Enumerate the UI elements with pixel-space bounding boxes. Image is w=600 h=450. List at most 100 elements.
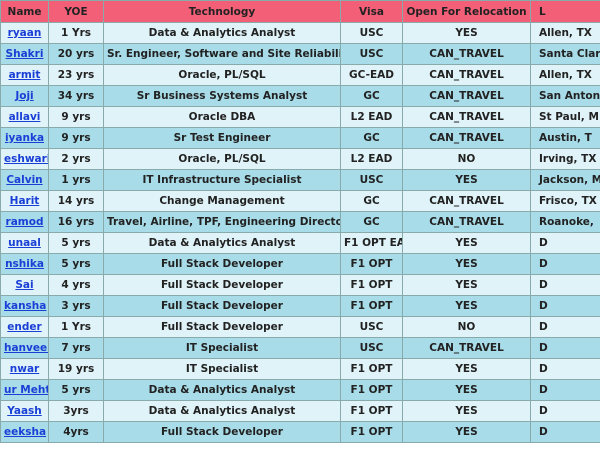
name-link[interactable]: Harit [9, 195, 40, 207]
name-link[interactable]: unaal [8, 237, 41, 249]
name-cell: ender [0, 316, 49, 338]
name-link[interactable]: Calvin [6, 174, 43, 186]
name-link[interactable]: eeksha [4, 426, 47, 438]
table-cell: F1 OPT [340, 421, 403, 443]
table-cell: CAN_TRAVEL [402, 190, 531, 212]
name-link[interactable]: ramod [5, 216, 44, 228]
table-cell: 5 yrs [48, 379, 104, 401]
table-cell: IT Specialist [103, 358, 341, 380]
table-cell: San Antonio [530, 85, 600, 107]
table-cell: D [530, 274, 600, 296]
table-cell: YES [402, 253, 531, 275]
table-cell: Data & Analytics Analyst [103, 232, 341, 254]
name-link[interactable]: kansha [4, 300, 47, 312]
table-cell: USC [340, 337, 403, 359]
name-cell: unaal [0, 232, 49, 254]
name-cell: Sai [0, 274, 49, 296]
table-row: armit 23 yrs Oracle, PL/SQL GC-EAD CAN_TRAVE… [0, 64, 600, 86]
table-cell: 3yrs [48, 400, 104, 422]
table-cell: YES [402, 358, 531, 380]
table-cell: GC-EAD [340, 64, 403, 86]
table-row: iyanka 9 yrs Sr Test Engineer GC CAN_TRAVEL A… [0, 127, 600, 149]
name-cell: ryaan [0, 22, 49, 44]
table-cell: D [530, 421, 600, 443]
table-cell: IT Infrastructure Specialist [103, 169, 341, 191]
table-cell: 4yrs [48, 421, 104, 443]
name-link[interactable]: Sai [15, 279, 34, 291]
table-row: allavi 9 yrs Oracle DBA L2 EAD CAN_TRAVEL St … [0, 106, 600, 128]
table-row: eshwari 2 yrs Oracle, PL/SQL L2 EAD NO Irving… [0, 148, 600, 170]
table-cell: Austin, T [530, 127, 600, 149]
table-cell: Allen, TX [530, 22, 600, 44]
table-cell: Change Management [103, 190, 341, 212]
name-link[interactable]: Shakri [5, 48, 44, 60]
table-cell: GC [340, 127, 403, 149]
table-row: unaal 5 yrs Data & Analytics Analyst F1 OPT… [0, 232, 600, 254]
name-link[interactable]: hanveer [4, 342, 49, 354]
table-cell: F1 OPT [340, 358, 403, 380]
table-cell: Data & Analytics Analyst [103, 400, 341, 422]
table-cell: F1 OPT [340, 274, 403, 296]
name-link[interactable]: nshika [5, 258, 44, 270]
table-row: Joji 34 yrs Sr Business Systems Analyst GC C… [0, 85, 600, 107]
name-cell: Joji [0, 85, 49, 107]
header-cell: YOE [48, 0, 104, 23]
table-cell: Sr Business Systems Analyst [103, 85, 341, 107]
name-link[interactable]: eshwari [4, 153, 49, 165]
table-cell: CAN_TRAVEL [402, 337, 531, 359]
table-cell: D [530, 358, 600, 380]
table-cell: 23 yrs [48, 64, 104, 86]
table-cell: L2 EAD [340, 148, 403, 170]
table-row: Harit 14 yrs Change Management GC CAN_TRAVEL… [0, 190, 600, 212]
table-cell: CAN_TRAVEL [402, 211, 531, 233]
header-cell: Technology [103, 0, 341, 23]
header-cell: L [530, 0, 600, 23]
name-link[interactable]: nwar [9, 363, 40, 375]
name-cell: nshika [0, 253, 49, 275]
name-link[interactable]: Yaash [7, 405, 42, 417]
table-cell: USC [340, 169, 403, 191]
table-cell: Full Stack Developer [103, 421, 341, 443]
table-cell: CAN_TRAVEL [402, 106, 531, 128]
table-cell: F1 OPT [340, 400, 403, 422]
table-cell: USC [340, 22, 403, 44]
table-cell: 2 yrs [48, 148, 104, 170]
table-cell: 1 Yrs [48, 22, 104, 44]
table-row: hanveer 7 yrs IT Specialist USC CAN_TRAVEL D [0, 337, 600, 359]
name-cell: eeksha [0, 421, 49, 443]
table-cell: 34 yrs [48, 85, 104, 107]
name-cell: Calvin [0, 169, 49, 191]
table-row: ryaan 1 Yrs Data & Analytics Analyst USC YES… [0, 22, 600, 44]
name-link[interactable]: iyanka [4, 132, 45, 144]
table-cell: USC [340, 43, 403, 65]
name-link[interactable]: allavi [8, 111, 41, 123]
table-cell: D [530, 379, 600, 401]
name-link[interactable]: ryaan [7, 27, 42, 39]
name-link[interactable]: ur Mehta [4, 384, 48, 396]
table-cell: F1 OPT [340, 295, 403, 317]
table-cell: 19 yrs [48, 358, 104, 380]
table-body: ryaan 1 Yrs Data & Analytics Analyst USC YES… [0, 22, 600, 443]
name-cell: eshwari [0, 148, 49, 170]
name-cell: hanveer [0, 337, 49, 359]
name-cell: Yaash [0, 400, 49, 422]
table-cell: Full Stack Developer [103, 274, 341, 296]
table-cell: GC [340, 211, 403, 233]
table-cell: 1 yrs [48, 169, 104, 191]
table-cell: 4 yrs [48, 274, 104, 296]
name-link[interactable]: Joji [15, 90, 34, 102]
table-cell: YES [402, 379, 531, 401]
table-cell: YES [402, 421, 531, 443]
name-link[interactable]: armit [8, 69, 41, 81]
table-cell: 5 yrs [48, 232, 104, 254]
header-row: Name YOE Technology Visa Open For Relocation… [0, 0, 600, 23]
table-row: kansha 3 yrs Full Stack Developer F1 OPT YES… [0, 295, 600, 317]
table-cell: 16 yrs [48, 211, 104, 233]
name-link[interactable]: ender [7, 321, 42, 333]
name-cell: allavi [0, 106, 49, 128]
table-cell: NO [402, 316, 531, 338]
table-cell: 5 yrs [48, 253, 104, 275]
name-cell: nwar [0, 358, 49, 380]
